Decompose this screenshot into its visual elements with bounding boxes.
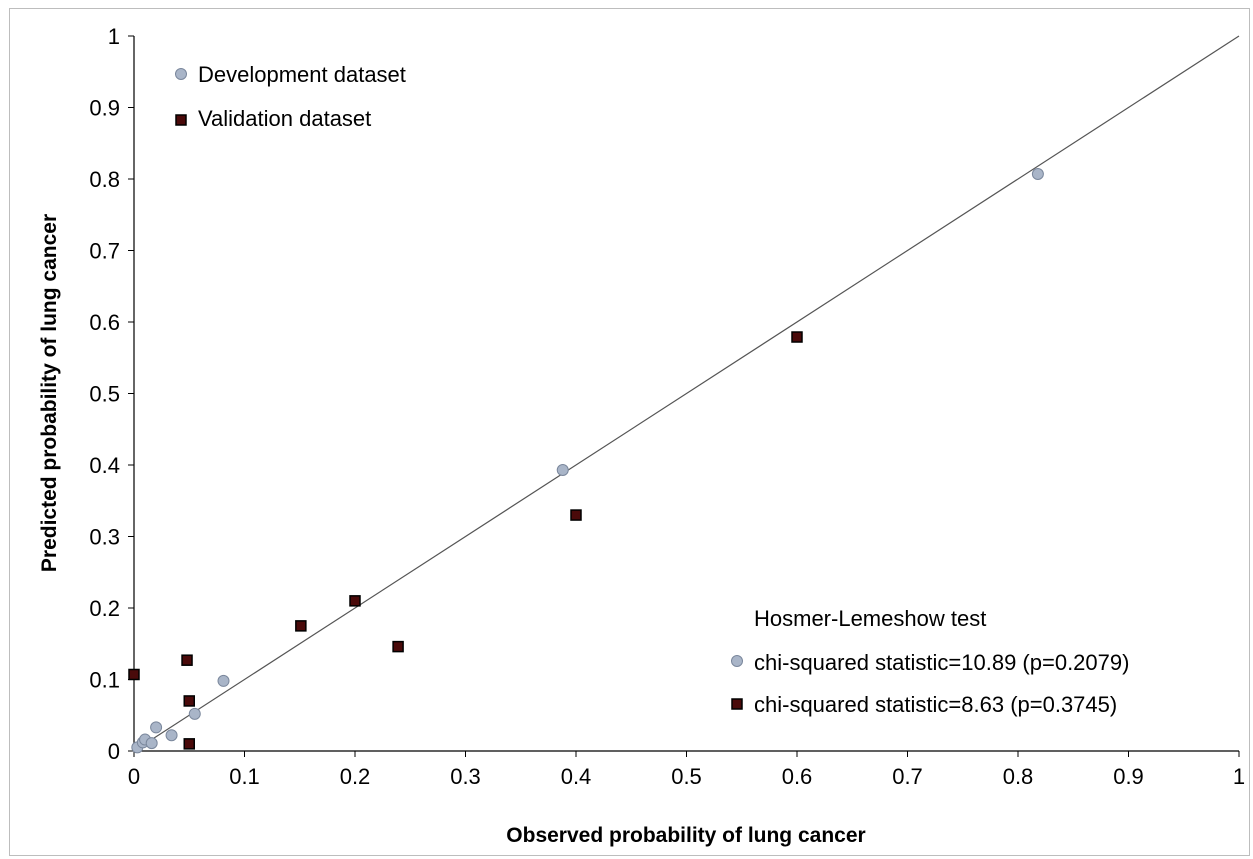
- x-tick-label: 0.6: [782, 764, 813, 789]
- y-tick-label: 0.1: [89, 668, 120, 693]
- x-tick-label: 0.9: [1113, 764, 1144, 789]
- validation-point: [183, 695, 195, 707]
- y-tick-label: 1: [108, 24, 120, 49]
- y-tick-label: 0.3: [89, 525, 120, 550]
- development-point: [145, 737, 158, 750]
- y-tick-label: 0.5: [89, 382, 120, 407]
- series-validation: [128, 331, 803, 750]
- validation-point: [295, 620, 307, 632]
- annotation-marker-validation: [731, 698, 743, 710]
- annotation-marker-development: [731, 655, 743, 667]
- x-tick-label: 0.1: [229, 764, 260, 789]
- annotation-marker-square: [731, 698, 743, 710]
- annotation-line-validation: chi-squared statistic=8.63 (p=0.3745): [754, 692, 1117, 717]
- chart-frame: [9, 8, 1250, 856]
- annotation-title: Hosmer-Lemeshow test: [754, 606, 986, 631]
- annotation-line-development: chi-squared statistic=10.89 (p=0.2079): [754, 650, 1129, 675]
- y-tick-label: 0: [108, 739, 120, 764]
- data-points: [128, 167, 1044, 754]
- legend-marker-validation: [175, 114, 187, 126]
- y-tick-label: 0.8: [89, 167, 120, 192]
- x-tick-label: 0: [128, 764, 140, 789]
- validation-point: [181, 654, 193, 666]
- x-tick-label: 0.5: [671, 764, 702, 789]
- x-tick-label: 0.3: [450, 764, 481, 789]
- development-point: [556, 464, 569, 477]
- series-development: [131, 167, 1044, 754]
- legend-item-development: [175, 68, 187, 80]
- annotation-marker-circle: [731, 655, 743, 667]
- legend-label-development: Development dataset: [198, 62, 406, 87]
- legend-label-validation: Validation dataset: [198, 106, 371, 131]
- x-tick-label: 0.7: [892, 764, 923, 789]
- development-point: [217, 674, 230, 687]
- axes: 0 0.1 0.2 0.3 0.4 0.5 0.6 0.7 0.8 0.9 1 0 0.1 0.2 0.3 0…: [89, 24, 1245, 789]
- validation-point: [183, 738, 195, 750]
- development-point: [188, 707, 201, 720]
- validation-point: [392, 640, 404, 653]
- validation-point: [349, 595, 361, 607]
- x-axis-label: Observed probability of lung cancer: [506, 824, 865, 847]
- legend: Development dataset Validation dataset: [175, 62, 406, 131]
- development-point: [150, 721, 163, 734]
- legend-item-validation: [175, 114, 187, 126]
- reference-line: [133, 35, 1240, 752]
- y-axis-label: Predicted probability of lung cancer: [38, 214, 61, 572]
- y-tick-label: 0.6: [89, 310, 120, 335]
- y-tick-label: 0.2: [89, 596, 120, 621]
- y-tick-label: 0.4: [89, 453, 120, 478]
- development-point: [165, 729, 178, 742]
- x-tick-label: 1: [1233, 764, 1245, 789]
- x-tick-label: 0.4: [561, 764, 592, 789]
- validation-point: [570, 509, 582, 521]
- legend-marker-development: [175, 68, 187, 80]
- validation-point: [791, 331, 803, 343]
- validation-point: [128, 668, 140, 681]
- y-tick-label: 0.7: [89, 239, 120, 264]
- x-tick-label: 0.8: [1003, 764, 1034, 789]
- x-tick-label: 0.2: [340, 764, 371, 789]
- y-tick-label: 0.9: [89, 96, 120, 121]
- identity-line: [133, 35, 1240, 752]
- hosmer-lemeshow-annotation: Hosmer-Lemeshow test chi-squared statist…: [731, 606, 1129, 717]
- development-point: [1031, 167, 1044, 180]
